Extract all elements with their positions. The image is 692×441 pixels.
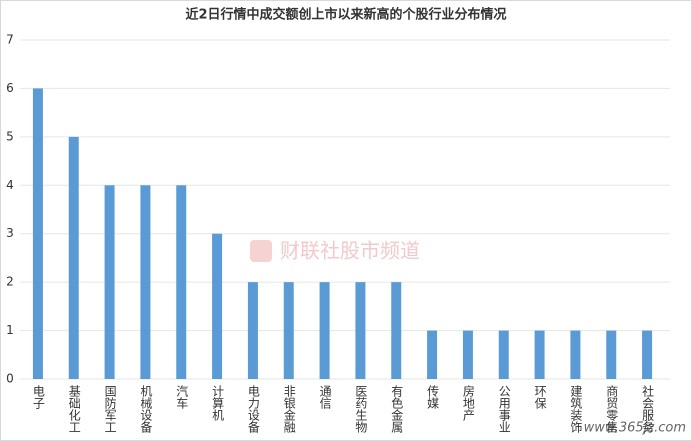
- x-tick-label: 电子: [31, 385, 45, 409]
- x-tick-label: 有色金属: [390, 385, 404, 434]
- bar: [391, 282, 402, 379]
- x-tick-label: 通信: [318, 385, 332, 410]
- x-tick-label: 基础化工: [67, 385, 81, 433]
- bar: [534, 330, 545, 379]
- bar: [355, 282, 366, 379]
- bar: [32, 88, 43, 379]
- x-tick-label: 机械设备: [139, 385, 153, 434]
- bar: [176, 185, 187, 379]
- y-tick-label: 3: [6, 226, 14, 240]
- bar: [283, 282, 294, 379]
- bar: [68, 136, 79, 379]
- x-tick-label: 房地产: [461, 384, 475, 422]
- watermark: 财联社股市频道: [280, 239, 420, 263]
- bar: [212, 233, 223, 379]
- bar: [140, 185, 151, 379]
- x-tick-label: 商贸零售: [605, 384, 619, 433]
- site-watermark: www.365jz.com: [584, 421, 686, 436]
- bar: [498, 330, 509, 379]
- x-tick-label: 非银金融: [282, 385, 296, 434]
- y-tick-label: 5: [6, 129, 14, 143]
- bar: [247, 282, 258, 379]
- bar: [104, 185, 115, 379]
- bar: [570, 330, 581, 379]
- bar: [642, 330, 653, 379]
- y-tick-label: 6: [6, 81, 14, 95]
- x-tick-label: 计算机: [211, 385, 225, 421]
- y-tick-label: 1: [6, 323, 14, 337]
- watermark-logo: [250, 240, 272, 262]
- y-tick-label: 2: [6, 275, 14, 289]
- y-tick-label: 0: [6, 372, 14, 386]
- x-tick-label: 建筑装饰: [569, 385, 583, 433]
- bar: [319, 282, 330, 379]
- x-tick-label: 公用事业: [497, 385, 511, 433]
- y-tick-label: 4: [6, 178, 14, 192]
- bar: [606, 330, 617, 379]
- y-tick-label: 7: [6, 33, 14, 47]
- bar: [427, 330, 438, 379]
- x-tick-label: 医药生物: [354, 385, 368, 433]
- x-tick-label: 汽车: [175, 384, 189, 410]
- x-tick-label: 环保: [533, 385, 547, 409]
- bar: [462, 330, 473, 379]
- x-tick-label: 传媒: [426, 384, 440, 409]
- x-tick-label: 电力设备: [246, 385, 260, 434]
- chart-title: 近2日行情中成交额创上市以来新高的个股行业分布情况: [185, 7, 506, 23]
- x-tick-label: 社会服务: [641, 384, 655, 433]
- x-tick-label: 国防军工: [103, 385, 117, 433]
